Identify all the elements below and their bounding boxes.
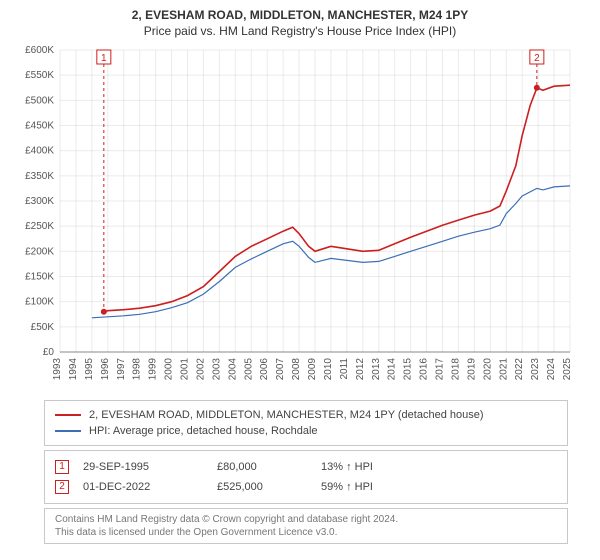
legend-swatch [55, 414, 81, 416]
svg-text:1994: 1994 [68, 358, 79, 381]
svg-text:£100K: £100K [25, 297, 54, 308]
transaction-date: 29-SEP-1995 [83, 457, 203, 477]
svg-text:2006: 2006 [259, 358, 270, 381]
svg-text:2003: 2003 [211, 358, 222, 381]
transaction-delta: 13% ↑ HPI [321, 457, 373, 477]
svg-text:2023: 2023 [530, 358, 541, 381]
svg-text:£250K: £250K [25, 221, 54, 232]
svg-text:£400K: £400K [25, 146, 54, 157]
legend-label: 2, EVESHAM ROAD, MIDDLETON, MANCHESTER, … [89, 407, 484, 423]
svg-text:2005: 2005 [243, 358, 254, 381]
svg-text:2025: 2025 [562, 358, 573, 381]
footer-line-1: Contains HM Land Registry data © Crown c… [55, 513, 557, 526]
svg-text:2009: 2009 [307, 358, 318, 381]
chart-subtitle: Price paid vs. HM Land Registry's House … [10, 24, 590, 38]
svg-text:£50K: £50K [31, 322, 55, 333]
legend-row: 2, EVESHAM ROAD, MIDDLETON, MANCHESTER, … [55, 407, 557, 423]
transaction-row: 2 01-DEC-2022 £525,000 59% ↑ HPI [55, 477, 557, 497]
svg-text:£500K: £500K [25, 95, 54, 106]
svg-text:2011: 2011 [339, 358, 350, 380]
transaction-delta: 59% ↑ HPI [321, 477, 373, 497]
footer-line-2: This data is licensed under the Open Gov… [55, 526, 557, 539]
chart-container: 2, EVESHAM ROAD, MIDDLETON, MANCHESTER, … [0, 0, 600, 548]
svg-text:£150K: £150K [25, 272, 54, 283]
svg-text:£350K: £350K [25, 171, 54, 182]
series-price_paid [104, 85, 570, 312]
svg-text:2000: 2000 [164, 358, 175, 381]
legend-box: 2, EVESHAM ROAD, MIDDLETON, MANCHESTER, … [44, 400, 568, 446]
svg-text:2024: 2024 [546, 358, 557, 381]
sale-marker-num-2: 2 [534, 53, 540, 64]
chart-plot-area: £0 £50K £100K £150K £200K £250K £300K £350K £400… [10, 44, 590, 394]
svg-text:2004: 2004 [227, 358, 238, 381]
svg-text:2020: 2020 [482, 358, 493, 381]
svg-text:2016: 2016 [419, 358, 430, 381]
sale-marker-num-1: 1 [101, 53, 107, 64]
transaction-marker: 2 [55, 480, 69, 494]
svg-text:£550K: £550K [25, 70, 54, 81]
svg-text:2014: 2014 [387, 358, 398, 381]
line-chart-svg: £0 £50K £100K £150K £200K £250K £300K £350K £400… [10, 44, 590, 394]
legend-row: HPI: Average price, detached house, Roch… [55, 423, 557, 439]
svg-text:2021: 2021 [498, 358, 509, 381]
transaction-price: £525,000 [217, 477, 307, 497]
svg-text:1993: 1993 [52, 358, 63, 381]
svg-text:2017: 2017 [435, 358, 446, 381]
footer-licence: Contains HM Land Registry data © Crown c… [44, 508, 568, 544]
transaction-price: £80,000 [217, 457, 307, 477]
svg-text:2002: 2002 [195, 358, 206, 381]
svg-text:1997: 1997 [116, 358, 127, 381]
svg-text:2013: 2013 [371, 358, 382, 381]
svg-text:1999: 1999 [148, 358, 159, 381]
transaction-marker: 1 [55, 460, 69, 474]
svg-text:£0: £0 [43, 347, 55, 358]
svg-text:1996: 1996 [100, 358, 111, 381]
svg-text:£600K: £600K [25, 45, 54, 56]
svg-text:2022: 2022 [514, 358, 525, 381]
svg-text:£300K: £300K [25, 196, 54, 207]
svg-text:2008: 2008 [291, 358, 302, 381]
svg-text:2018: 2018 [450, 358, 461, 381]
svg-text:1998: 1998 [132, 358, 143, 381]
svg-text:2015: 2015 [403, 358, 414, 381]
svg-text:£200K: £200K [25, 246, 54, 257]
svg-text:£450K: £450K [25, 121, 54, 132]
svg-text:2010: 2010 [323, 358, 334, 381]
chart-title: 2, EVESHAM ROAD, MIDDLETON, MANCHESTER, … [10, 8, 590, 22]
svg-text:1995: 1995 [84, 358, 95, 381]
transactions-box: 1 29-SEP-1995 £80,000 13% ↑ HPI 2 01-DEC-2022… [44, 450, 568, 504]
transaction-date: 01-DEC-2022 [83, 477, 203, 497]
sale-marker-dot-2 [534, 85, 540, 91]
sale-marker-dot-1 [101, 309, 107, 315]
transaction-row: 1 29-SEP-1995 £80,000 13% ↑ HPI [55, 457, 557, 477]
svg-text:2019: 2019 [466, 358, 477, 381]
legend-label: HPI: Average price, detached house, Roch… [89, 423, 318, 439]
legend-swatch [55, 430, 81, 432]
svg-text:2012: 2012 [355, 358, 366, 381]
svg-text:2001: 2001 [180, 358, 191, 381]
svg-text:2007: 2007 [275, 358, 286, 381]
